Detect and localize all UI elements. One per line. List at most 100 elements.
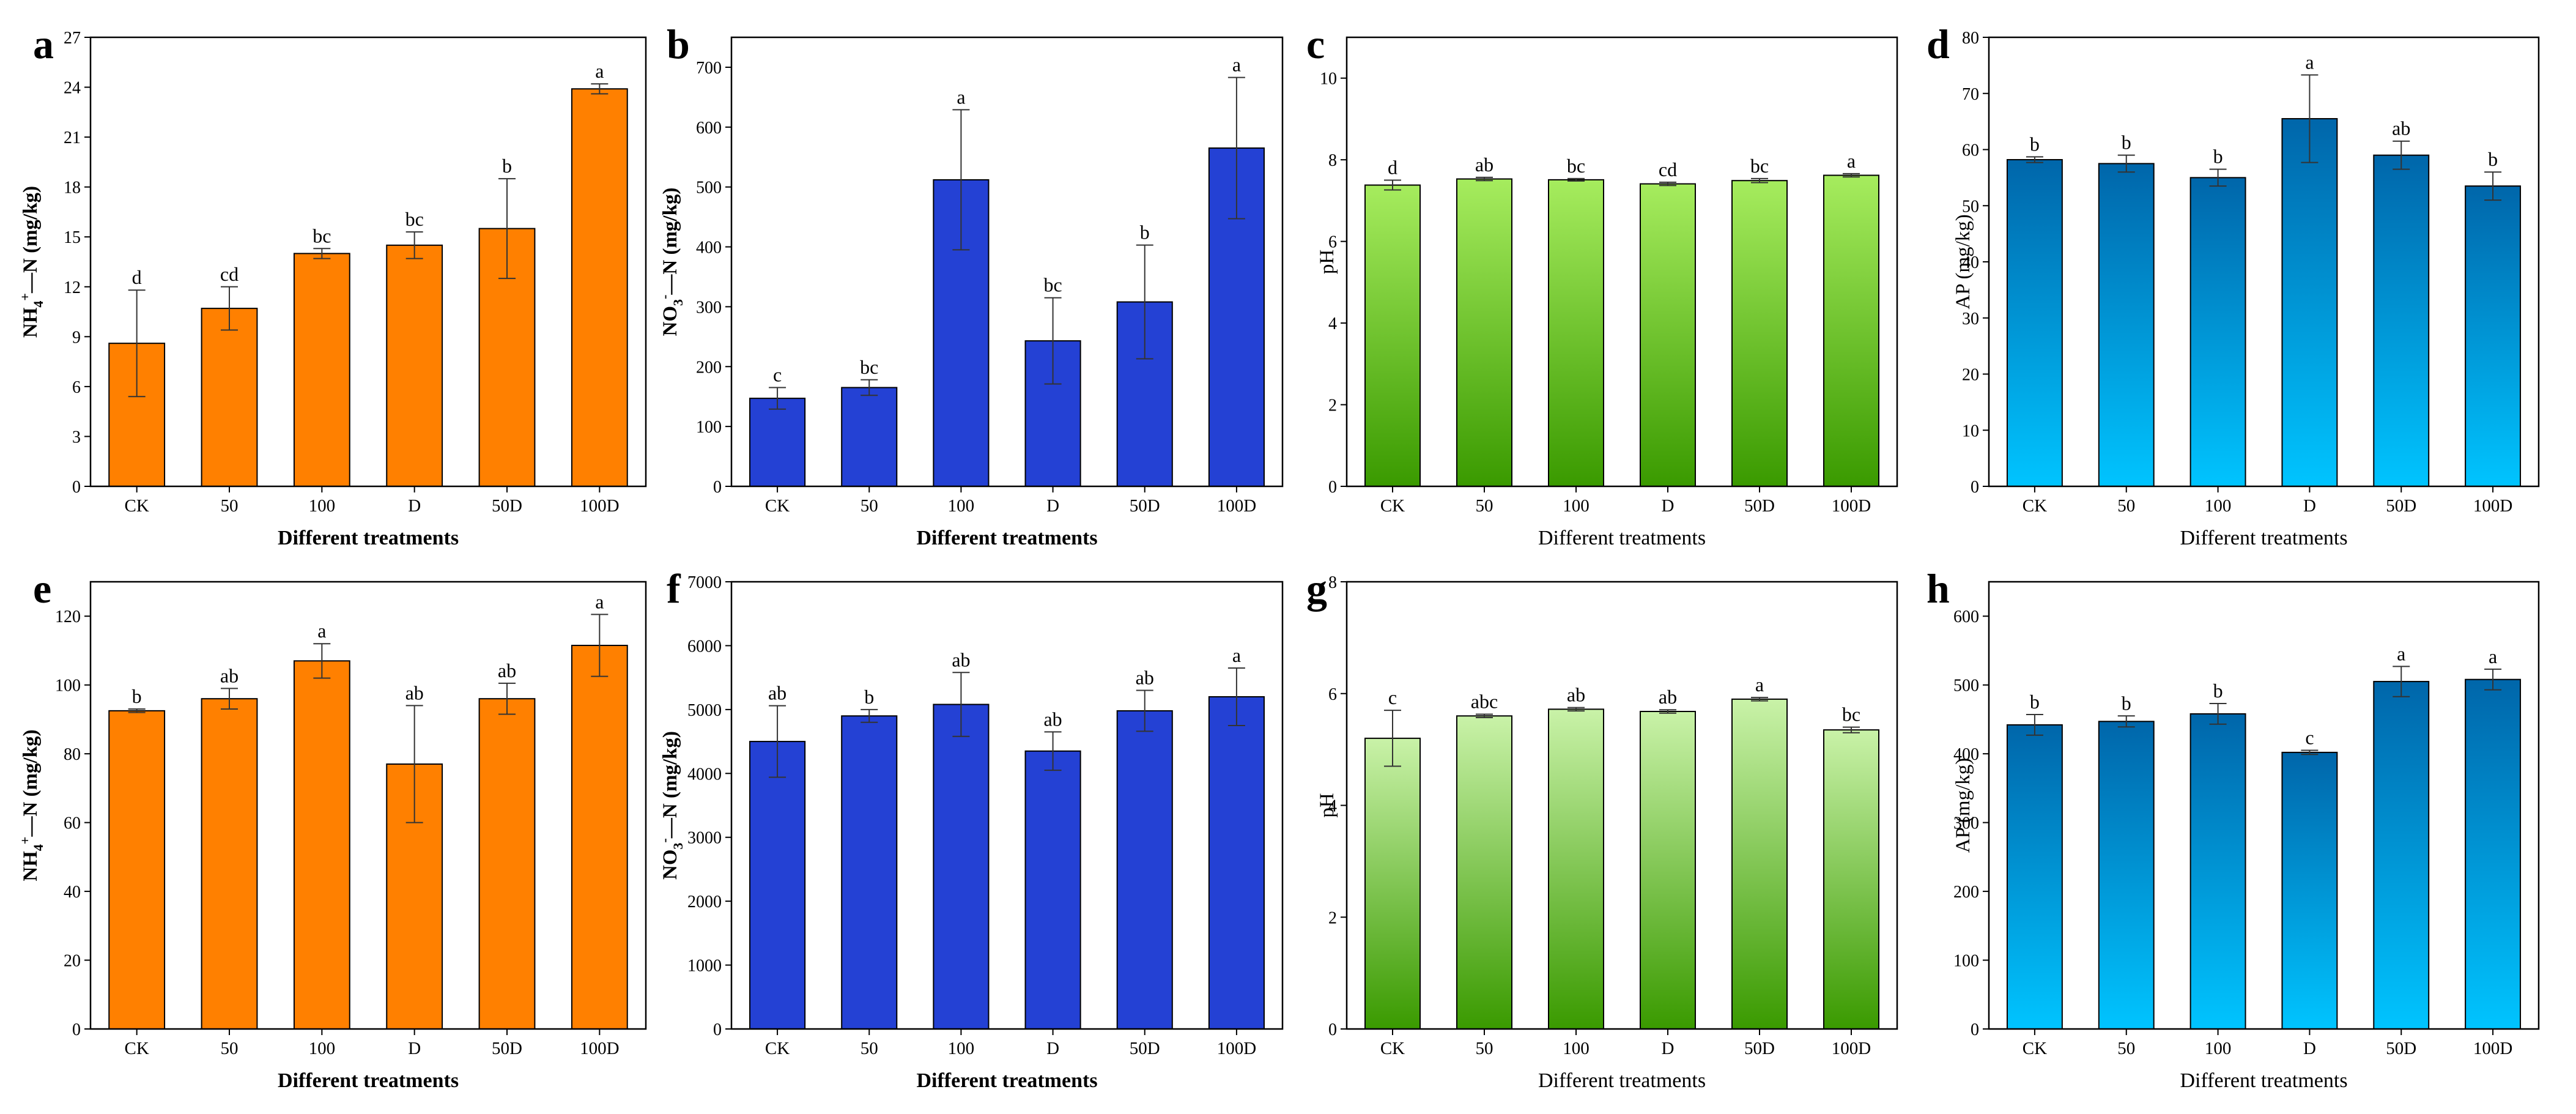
y-tick-label: 600 xyxy=(696,119,722,138)
bar-D xyxy=(1024,750,1081,1030)
bar-100D xyxy=(1823,729,1879,1030)
bar-D xyxy=(2281,118,2338,488)
y-tick-label: 27 xyxy=(64,29,81,48)
significance-letter: ab xyxy=(1475,154,1493,176)
significance-letter: b xyxy=(2122,132,2131,154)
y-axis-title-part: NO xyxy=(659,849,681,880)
x-tick-label: D xyxy=(408,496,421,516)
x-axis-title: Different treatments xyxy=(2180,1069,2347,1092)
significance-letter: bc xyxy=(313,225,331,247)
y-axis-title-part: —N (mg/kg) xyxy=(659,188,681,295)
panel-label: c xyxy=(1306,21,1325,67)
significance-letter: ab xyxy=(2392,117,2410,139)
x-tick-label: D xyxy=(2303,1039,2316,1058)
significance-letter: a xyxy=(595,590,604,612)
significance-letter: ab xyxy=(1567,684,1585,706)
y-tick-label: 300 xyxy=(1953,814,1979,833)
significance-letter: c xyxy=(773,364,782,386)
bar-CK xyxy=(2006,159,2063,487)
bar-100 xyxy=(293,253,350,487)
y-tick-label: 9 xyxy=(72,328,81,347)
x-tick-label: 100D xyxy=(1832,1039,1871,1058)
chart-panel-d: d b CK b 50 b 100 a Dab 50D b 100D 0 10 20 30 40 50 60 70 80… xyxy=(1926,21,2540,549)
chart-panel-c: cdCKab50bc100cdDbc50Da100D0246810Differe… xyxy=(1306,21,1898,549)
y-tick-label: 2000 xyxy=(687,893,722,912)
y-tick-label: 500 xyxy=(696,179,722,198)
y-axis-title-part: 3 xyxy=(670,299,686,306)
y-tick-label: 200 xyxy=(1953,883,1979,902)
y-axis-title-part: + xyxy=(17,293,32,301)
plot-frame xyxy=(89,36,647,488)
y-tick-label: 8 xyxy=(1328,573,1337,592)
x-tick-label: 100 xyxy=(948,1039,975,1058)
x-tick-label: D xyxy=(408,1039,421,1058)
significance-letter: d xyxy=(1388,157,1397,179)
y-tick-label: 6000 xyxy=(687,637,722,656)
y-tick-label: 300 xyxy=(696,298,722,317)
bar-CK xyxy=(2006,724,2063,1030)
y-tick-label: 0 xyxy=(713,1020,722,1039)
bar-50D xyxy=(1731,698,1788,1030)
y-tick-label: 20 xyxy=(1962,366,1979,385)
x-tick-label: 100D xyxy=(580,496,619,516)
significance-letter: bc xyxy=(1043,274,1062,296)
y-axis-title-part: - xyxy=(657,838,672,842)
x-tick-label: 50D xyxy=(1130,1039,1160,1058)
bar-D xyxy=(386,244,443,487)
y-tick-label: 40 xyxy=(64,883,81,902)
y-tick-label: 12 xyxy=(64,278,81,297)
y-tick-label: 0 xyxy=(72,1020,81,1039)
significance-letter: ab xyxy=(405,681,424,704)
significance-letter: a xyxy=(2489,645,2497,667)
y-axis-title: pH xyxy=(1316,250,1338,274)
panel-label: a xyxy=(33,21,54,67)
y-tick-label: 700 xyxy=(696,59,722,78)
plot-frame xyxy=(1988,36,2540,488)
significance-letter: bc xyxy=(1567,155,1585,177)
bar-50 xyxy=(201,698,258,1030)
y-tick-label: 30 xyxy=(1962,310,1979,329)
y-tick-label: 2 xyxy=(1328,396,1337,415)
y-axis-title-part: NH xyxy=(20,307,42,338)
y-axis-title-part: AP (mg/kg) xyxy=(1952,758,1974,853)
plot-frame xyxy=(730,36,1284,488)
x-tick-label: 50 xyxy=(861,1039,878,1058)
bar-100 xyxy=(933,704,990,1030)
significance-letter: bc xyxy=(860,356,878,378)
y-tick-label: 100 xyxy=(55,677,81,696)
y-axis-title-part: 3 xyxy=(670,842,686,849)
x-tick-label: 100D xyxy=(1217,1039,1256,1058)
y-tick-label: 60 xyxy=(1962,141,1979,160)
y-tick-label: 100 xyxy=(696,418,722,437)
significance-letter: b xyxy=(1140,221,1150,243)
significance-letter: a xyxy=(1847,150,1856,172)
bar-50 xyxy=(2098,163,2155,487)
bar-100 xyxy=(2189,713,2246,1030)
x-tick-label: 100D xyxy=(1832,496,1871,516)
y-tick-label: 6 xyxy=(1328,685,1337,704)
bar-CK xyxy=(1364,184,1421,487)
x-tick-label: D xyxy=(1662,496,1675,516)
y-tick-label: 1000 xyxy=(687,957,722,976)
x-tick-label: CK xyxy=(1380,1039,1405,1058)
bar-100 xyxy=(293,660,350,1030)
significance-letter: b xyxy=(864,686,874,708)
y-axis-title-part: + xyxy=(17,837,32,845)
significance-letter: a xyxy=(595,60,604,82)
bar-50 xyxy=(201,308,258,487)
y-tick-label: 500 xyxy=(1953,677,1979,696)
significance-letter: b xyxy=(2030,691,2040,713)
y-axis-title: NH4+—N (mg/kg) xyxy=(17,729,46,881)
significance-letter: ab xyxy=(1136,667,1154,689)
significance-letter: b xyxy=(502,155,512,177)
y-tick-label: 18 xyxy=(64,179,81,198)
y-tick-label: 60 xyxy=(64,814,81,833)
x-tick-label: 50D xyxy=(2386,1039,2416,1058)
y-tick-label: 8 xyxy=(1328,151,1337,170)
x-tick-label: 50D xyxy=(1130,496,1160,516)
y-tick-label: 0 xyxy=(1971,1020,1979,1039)
y-axis-title-part: - xyxy=(657,295,672,299)
x-tick-label: 50 xyxy=(221,1039,239,1058)
bar-CK xyxy=(749,741,806,1030)
chart-panel-h: h b CK b 50 b 100 c Da 50D a 100D 0 100 200 300 400 500 60… xyxy=(1926,565,2540,1092)
